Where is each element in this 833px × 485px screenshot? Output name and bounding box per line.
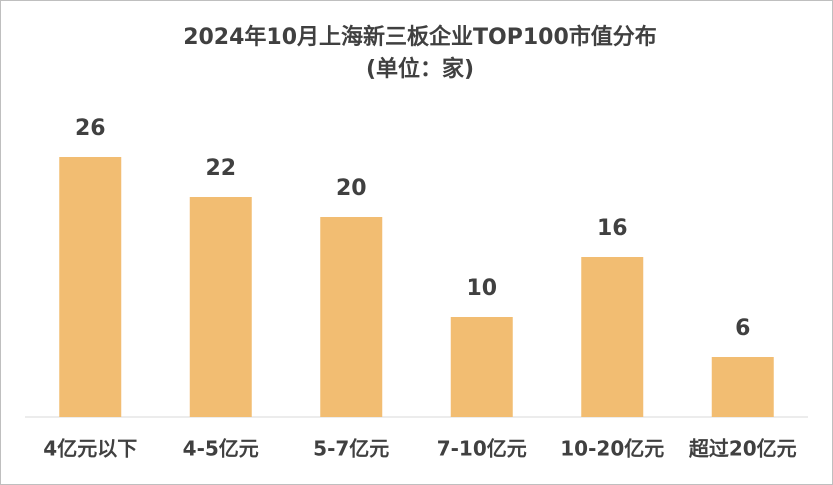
bar bbox=[320, 217, 383, 417]
value-label: 20 bbox=[336, 176, 367, 201]
x-tick-label: 4-5亿元 bbox=[183, 437, 259, 461]
x-tick-label: 7-10亿元 bbox=[437, 437, 527, 461]
chart-title: 2024年10月上海新三板企业TOP100市值分布 bbox=[183, 24, 657, 50]
x-tick-label: 4亿元以下 bbox=[43, 437, 137, 461]
bar bbox=[59, 157, 122, 417]
x-tick-label: 5-7亿元 bbox=[313, 437, 389, 461]
value-label: 10 bbox=[466, 276, 497, 301]
value-label: 6 bbox=[735, 316, 750, 341]
value-label: 26 bbox=[75, 116, 106, 141]
bar bbox=[189, 197, 252, 417]
value-label: 22 bbox=[205, 156, 236, 181]
value-label: 16 bbox=[597, 216, 628, 241]
bar bbox=[450, 317, 513, 417]
x-tick-label: 超过20亿元 bbox=[688, 437, 797, 461]
chart-subtitle: (单位：家) bbox=[366, 56, 474, 82]
bar bbox=[581, 257, 644, 417]
bar bbox=[711, 357, 774, 417]
x-tick-label: 10-20亿元 bbox=[560, 437, 664, 461]
